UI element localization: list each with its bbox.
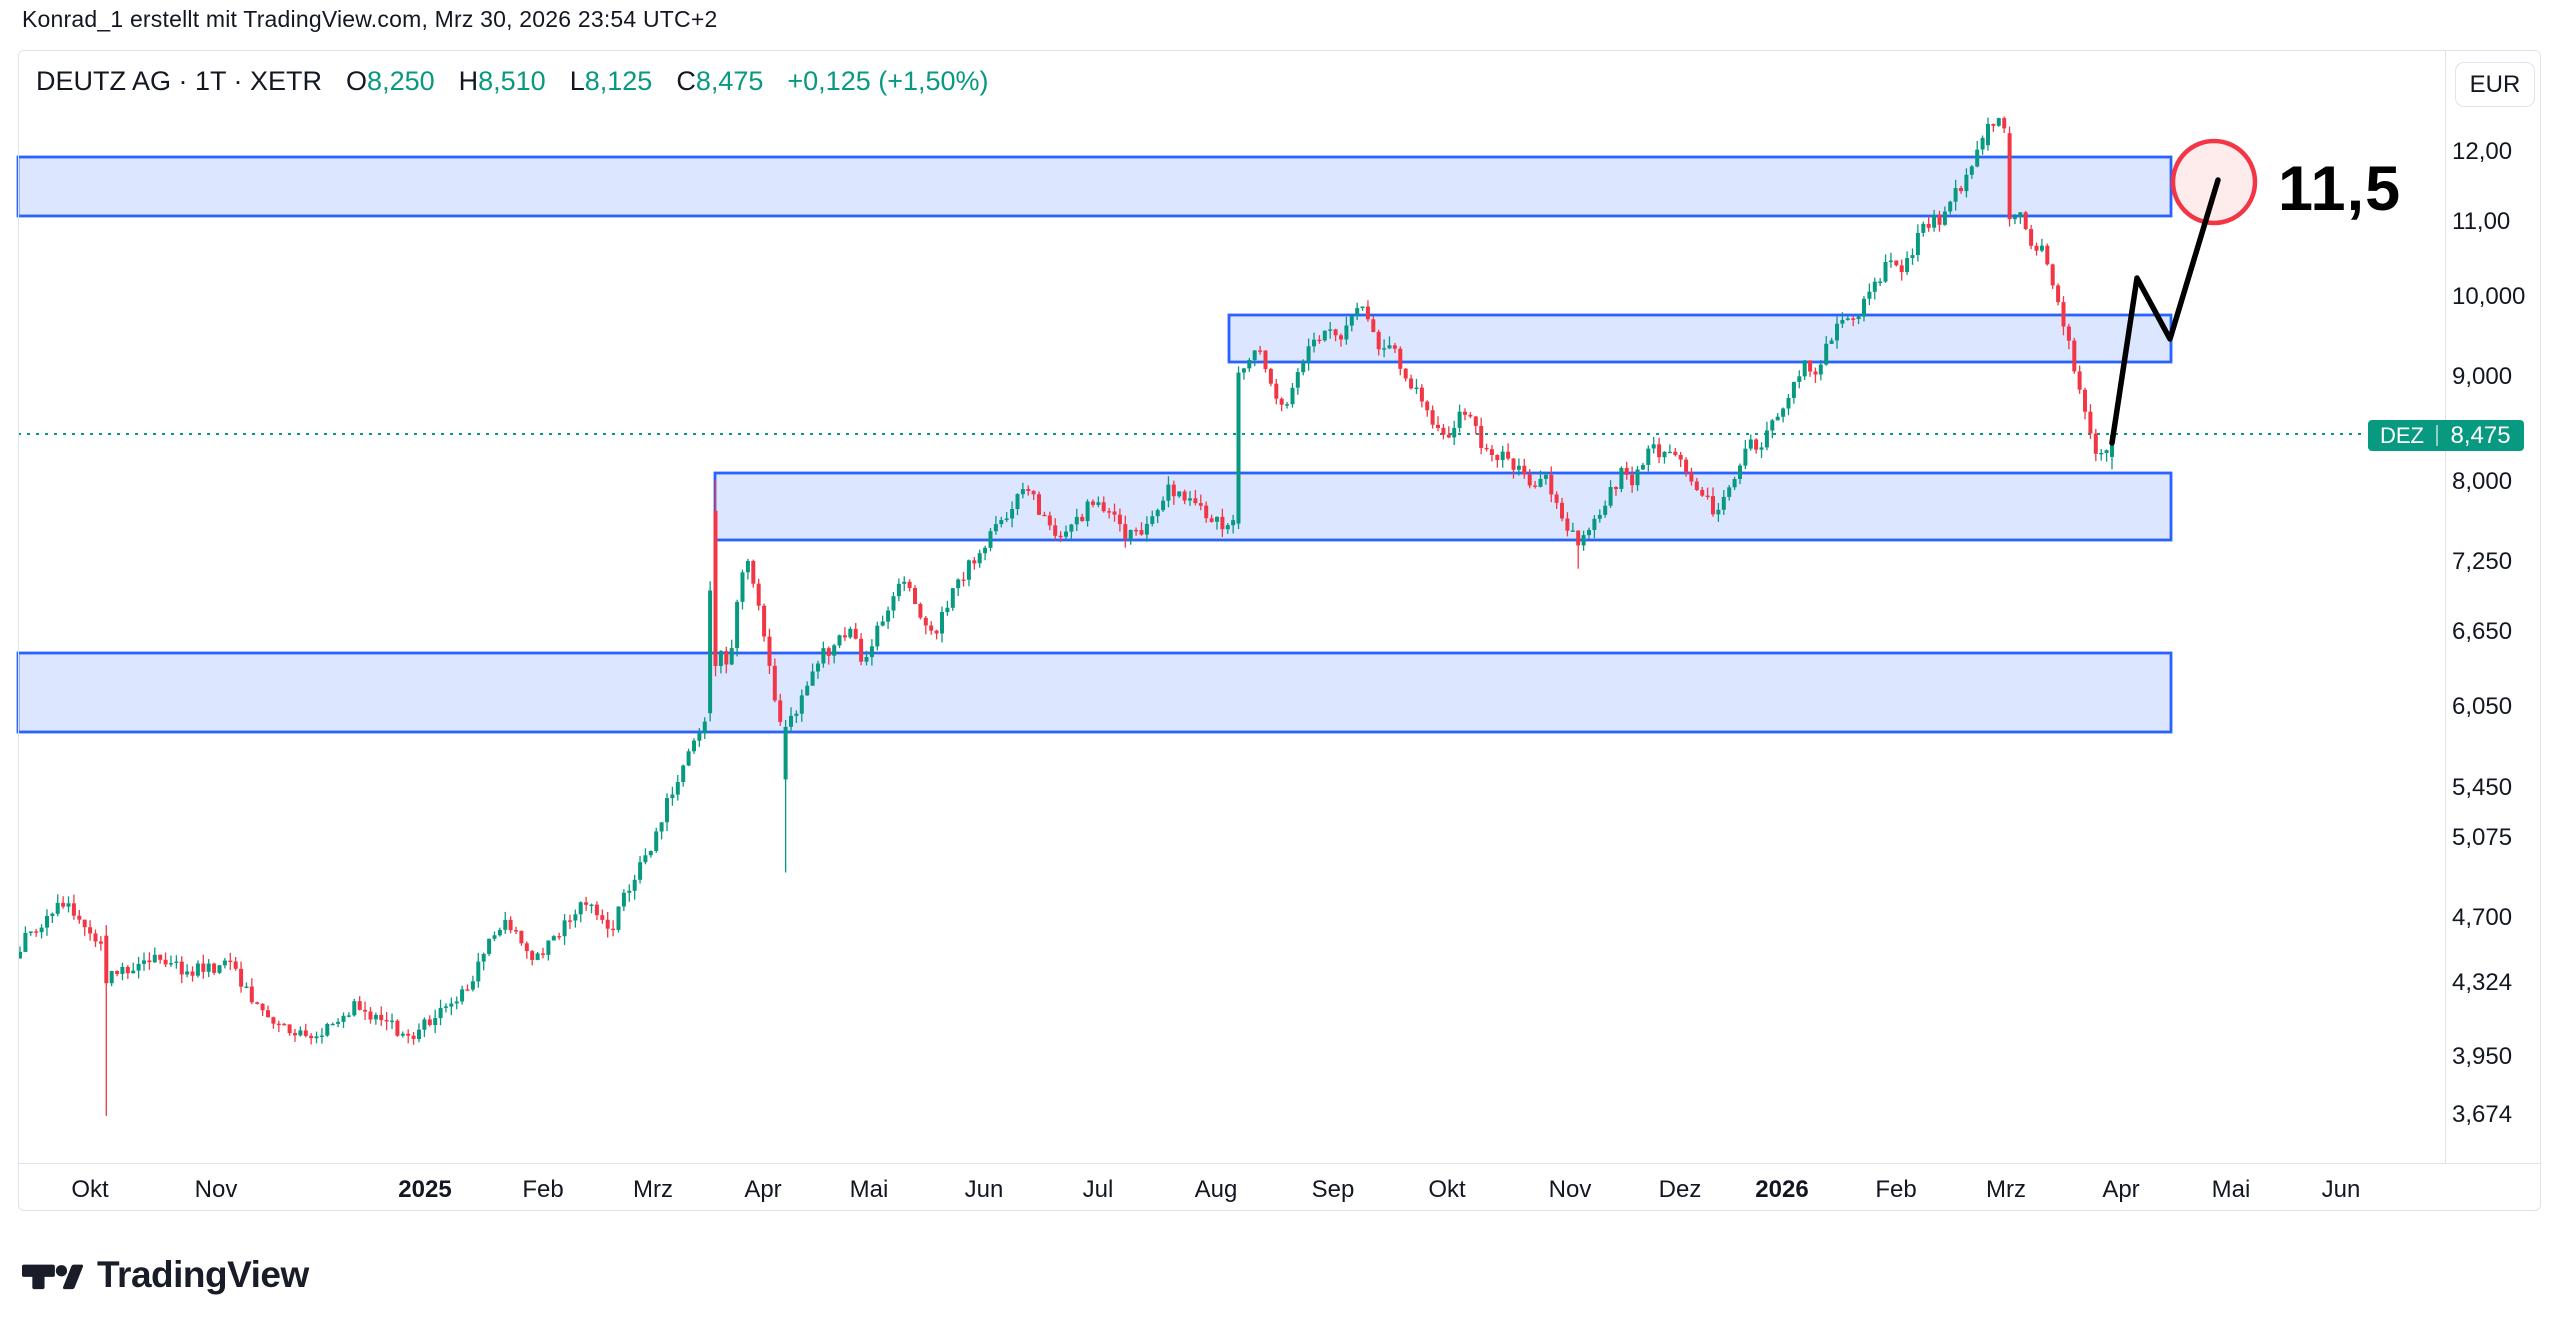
time-tick-label: Nov bbox=[1548, 1176, 1592, 1203]
time-tick-label: Apr bbox=[2102, 1176, 2140, 1203]
change-value: +0,125 (+1,50%) bbox=[787, 66, 989, 96]
time-tick-label: Okt bbox=[71, 1176, 109, 1203]
price-target-label[interactable]: 11,5 bbox=[2278, 154, 2402, 224]
time-tick-label: Aug bbox=[1194, 1176, 1238, 1203]
currency-button[interactable]: EUR bbox=[2455, 62, 2535, 107]
time-tick-label: Mai bbox=[849, 1176, 889, 1203]
ohlc-high: H8,510 bbox=[458, 66, 546, 96]
price-tick-label: 5,075 bbox=[2452, 824, 2513, 851]
time-tick-label: Apr bbox=[744, 1176, 782, 1203]
attribution-text: Konrad_1 erstellt mit TradingView.com, M… bbox=[22, 6, 718, 32]
price-tick-label: 11,00 bbox=[2452, 208, 2511, 235]
time-tick-label: Jun bbox=[2321, 1176, 2361, 1203]
price-tick-label: 4,700 bbox=[2452, 904, 2513, 931]
price-tick-label: 4,324 bbox=[2452, 969, 2513, 996]
time-tick-label: Feb bbox=[522, 1176, 564, 1203]
ohlc-close: C8,475 bbox=[676, 66, 764, 96]
tradingview-logo-icon bbox=[22, 1264, 84, 1290]
time-tick-label: 2025 bbox=[398, 1176, 452, 1203]
time-tick-label: Feb bbox=[1875, 1176, 1917, 1203]
time-tick-label: Dez bbox=[1658, 1176, 1702, 1203]
time-tick-label: Nov bbox=[194, 1176, 238, 1203]
price-tick-label: 8,000 bbox=[2452, 468, 2513, 495]
price-tick-label: 6,650 bbox=[2452, 618, 2513, 645]
time-axis-separator bbox=[19, 1163, 2541, 1164]
chart-widget-frame bbox=[18, 50, 2541, 1211]
time-tick-label: Mrz bbox=[633, 1176, 673, 1203]
price-tick-label: 5,450 bbox=[2452, 774, 2513, 801]
price-tick-label: 6,050 bbox=[2452, 693, 2513, 720]
tradingview-logo[interactable]: TradingView bbox=[22, 1249, 309, 1301]
ohlc-open: O8,250 bbox=[346, 66, 435, 96]
time-tick-label: 2026 bbox=[1755, 1176, 1809, 1203]
price-tick-label: 10,000 bbox=[2452, 283, 2526, 310]
time-tick-label: Mai bbox=[2211, 1176, 2251, 1203]
last-price-badge: DEZ 8,475 bbox=[2368, 420, 2524, 451]
time-tick-label: Sep bbox=[1311, 1176, 1355, 1203]
price-tick-label: 9,000 bbox=[2452, 363, 2513, 390]
tradingview-logo-text: TradingView bbox=[97, 1254, 309, 1295]
price-tick-label: 12,00 bbox=[2452, 138, 2513, 165]
badge-symbol: DEZ bbox=[2380, 422, 2424, 448]
badge-divider bbox=[2436, 425, 2438, 446]
time-tick-label: Jun bbox=[964, 1176, 1004, 1203]
time-tick-label: Okt bbox=[1428, 1176, 1466, 1203]
badge-price: 8,475 bbox=[2450, 421, 2511, 449]
price-tick-label: 3,950 bbox=[2452, 1043, 2513, 1070]
price-tick-label: 7,250 bbox=[2452, 548, 2513, 575]
time-tick-label: Mrz bbox=[1986, 1176, 2026, 1203]
symbol-legend[interactable]: DEUTZ AG · 1T · XETR O8,250 H8,510 L8,12… bbox=[36, 66, 989, 97]
ohlc-low: L8,125 bbox=[569, 66, 653, 96]
price-tick-label: 3,674 bbox=[2452, 1101, 2513, 1128]
price-axis-separator bbox=[2445, 51, 2446, 1163]
symbol-title: DEUTZ AG · 1T · XETR bbox=[36, 66, 323, 96]
time-tick-label: Jul bbox=[1082, 1176, 1114, 1203]
